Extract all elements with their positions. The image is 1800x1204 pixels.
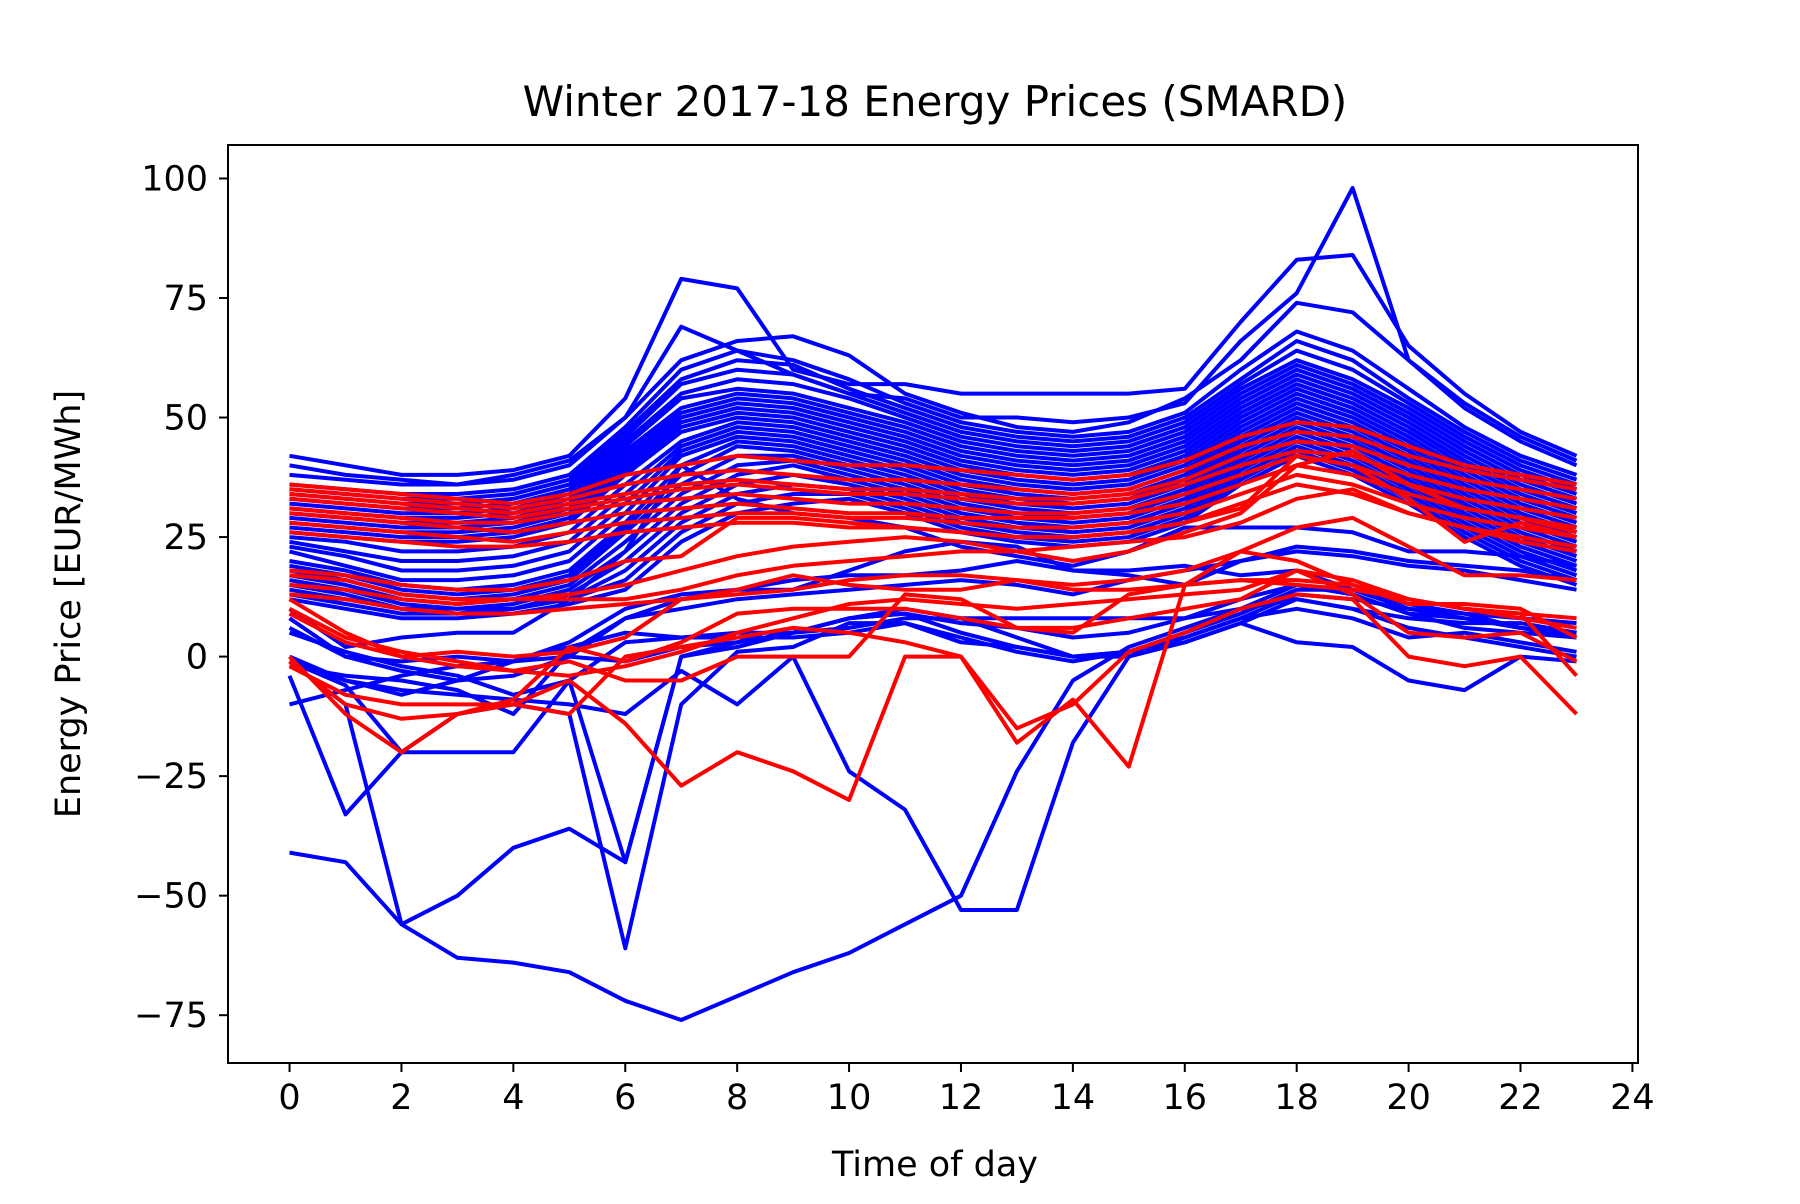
series-line-weekend-49 xyxy=(289,487,1577,606)
series-line-weekday-11 xyxy=(289,382,1578,535)
series-line-weekday-0 xyxy=(289,253,1578,477)
x-tick-label: 0 xyxy=(278,1078,300,1118)
y-axis: −75 −50 −25 0 25 50 75 100 xyxy=(134,159,228,1036)
y-tick-label: 25 xyxy=(163,518,208,558)
series-line-weekend-41 xyxy=(289,439,1577,516)
x-tick-label: 8 xyxy=(726,1078,748,1118)
series-line-weekend-53 xyxy=(288,578,1578,683)
series-line-weekend-39 xyxy=(289,420,1577,506)
chart-title: Winter 2017-18 Energy Prices (SMARD) xyxy=(523,77,1348,126)
x-tick-label: 10 xyxy=(827,1078,872,1118)
series-line-weekday-3 xyxy=(289,329,1578,496)
series-line-weekday-2 xyxy=(289,300,1578,487)
x-tick-label: 18 xyxy=(1274,1078,1319,1118)
series-line-weekday-38 xyxy=(288,582,1577,1022)
x-tick-label: 16 xyxy=(1163,1078,1208,1118)
x-tick-label: 14 xyxy=(1051,1078,1096,1118)
series-line-weekday-31 xyxy=(288,606,1577,697)
y-tick-label: 0 xyxy=(186,638,208,678)
x-axis-label: Time of day xyxy=(831,1145,1038,1185)
series-line-weekend-42 xyxy=(289,449,1577,520)
series-line-weekday-1 xyxy=(289,186,1578,487)
y-tick-label: −25 xyxy=(134,757,208,797)
x-tick-label: 2 xyxy=(390,1078,412,1118)
plot-frame xyxy=(227,144,1639,1064)
series-line-weekend-50 xyxy=(289,515,1577,616)
series-line-weekend-56 xyxy=(288,549,1577,802)
series-layer xyxy=(287,186,1578,1022)
series-line-weekday-13 xyxy=(289,391,1578,544)
y-tick-label: 50 xyxy=(163,399,208,439)
series-line-weekend-45 xyxy=(289,472,1577,544)
series-line-weekday-27 xyxy=(288,463,1577,649)
y-tick-label: −50 xyxy=(134,877,208,917)
y-tick-label: 100 xyxy=(141,159,208,199)
series-line-weekday-5 xyxy=(289,348,1578,506)
series-line-weekend-43 xyxy=(289,453,1577,525)
y-tick-label: 75 xyxy=(163,279,208,319)
series-line-weekday-25 xyxy=(289,449,1578,616)
series-line-weekend-40 xyxy=(289,429,1577,511)
series-line-weekday-17 xyxy=(289,410,1578,583)
y-tick-label: −75 xyxy=(134,996,208,1036)
series-line-weekend-44 xyxy=(289,463,1577,535)
series-line-weekday-29 xyxy=(288,549,1577,683)
x-tick-label: 6 xyxy=(614,1078,636,1118)
x-tick-label: 24 xyxy=(1610,1078,1655,1118)
y-axis-label: Energy Price [EUR/MWh] xyxy=(49,390,89,818)
series-line-weekend-55 xyxy=(288,568,1577,755)
series-line-weekday-4 xyxy=(289,339,1578,501)
x-axis: 0 2 4 6 8 10 12 14 16 18 20 22 24 xyxy=(278,1063,1655,1118)
series-line-weekend-47 xyxy=(289,453,1577,592)
x-tick-label: 20 xyxy=(1386,1078,1431,1118)
x-tick-label: 22 xyxy=(1498,1078,1543,1118)
x-tick-label: 12 xyxy=(939,1078,984,1118)
series-line-weekday-15 xyxy=(289,401,1578,563)
x-tick-label: 4 xyxy=(502,1078,524,1118)
